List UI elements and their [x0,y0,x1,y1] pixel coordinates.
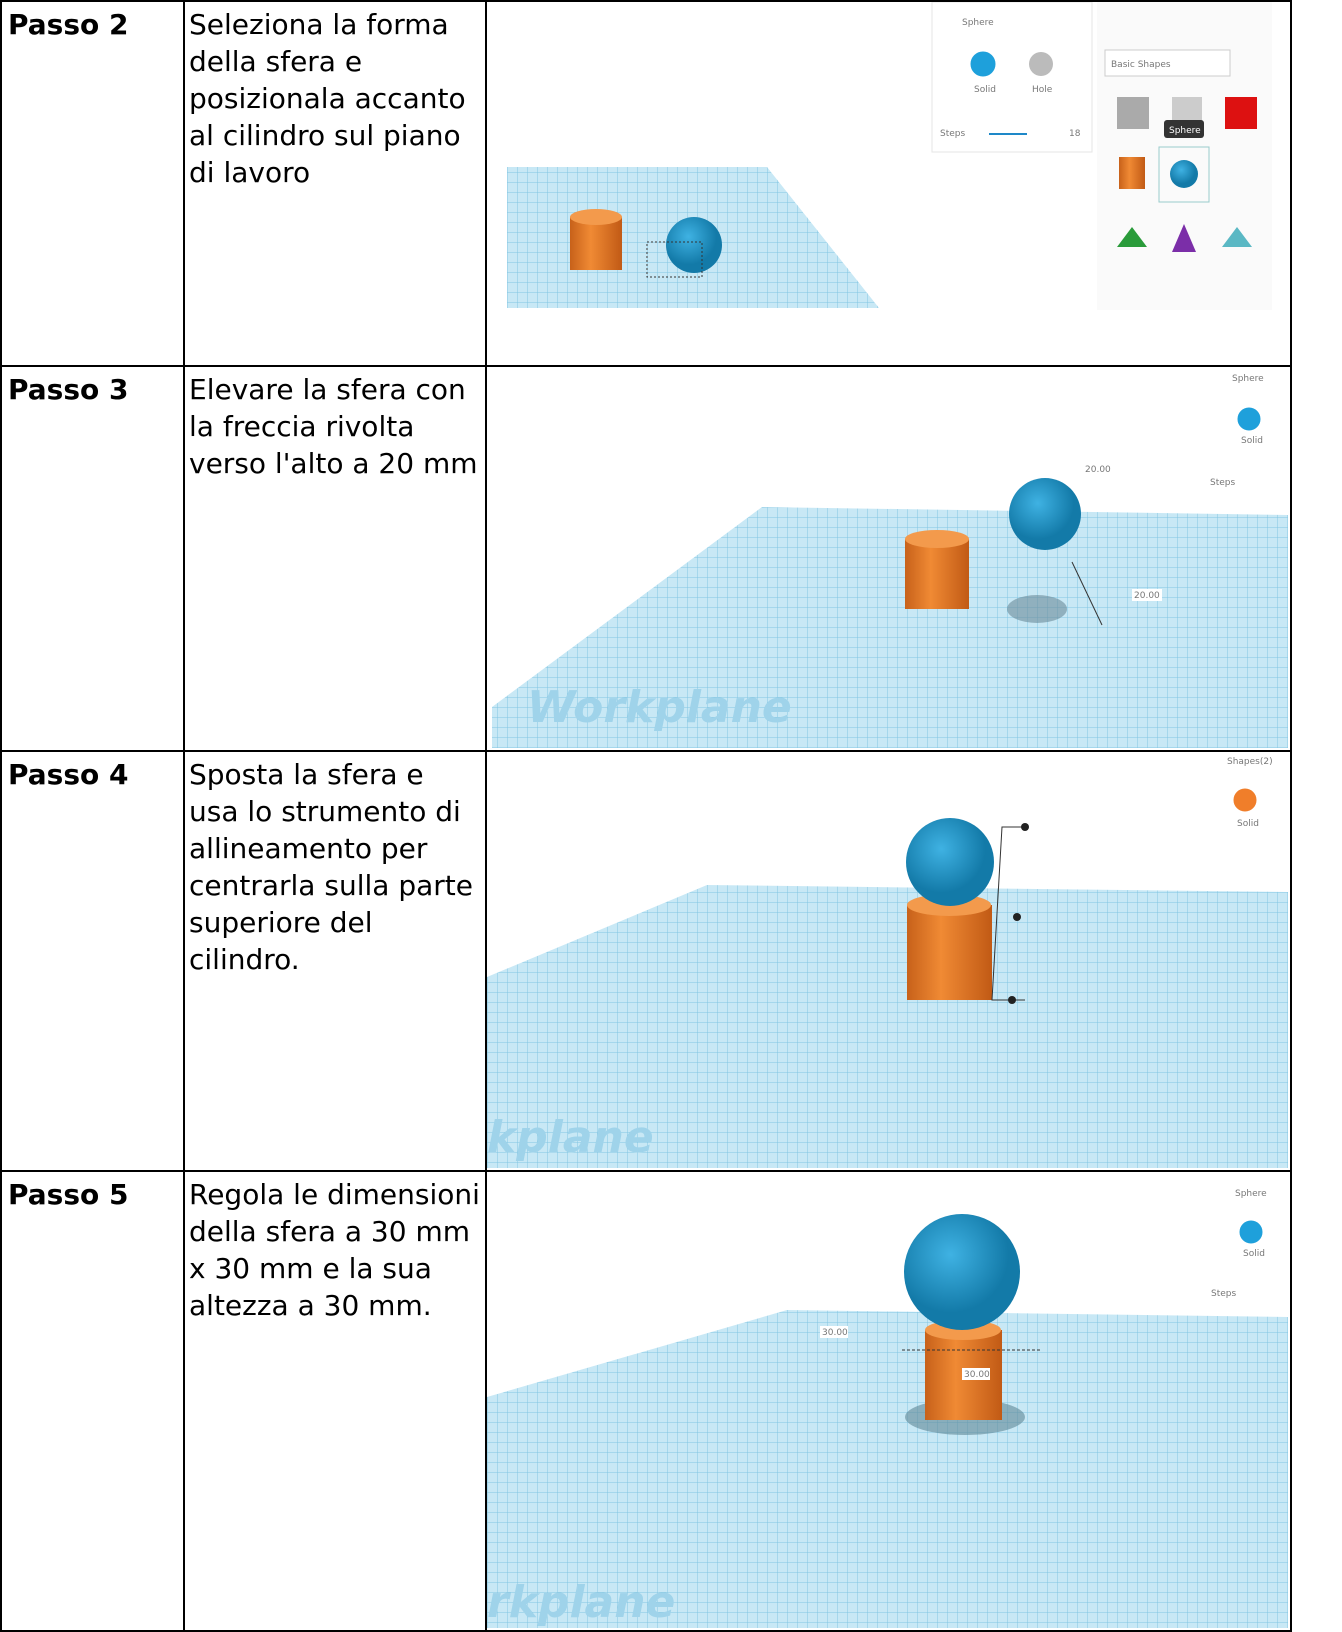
shapes-panel [1097,3,1272,310]
solid-swatch [1234,404,1264,434]
width-label: 30.00 [822,1328,848,1338]
shape-box [1117,97,1149,129]
step-label: Passo 5 [0,1170,185,1632]
sphere [904,1214,1020,1330]
screenshot: rkplane 30.00 30.00 Sphere Solid Steps [487,1173,1288,1628]
solid-label: Solid [974,85,996,95]
screenshot: Workplane 20.00 20.00 Sphere Solid Steps [492,368,1288,748]
steps-label: Steps [940,129,965,139]
panel-title: Sphere [1232,374,1264,384]
step-label: Passo 2 [0,0,185,367]
hole-label: Hole [1032,85,1053,95]
solid-label: Solid [1241,436,1263,446]
sphere [1009,478,1081,550]
cylinder-top [905,530,969,548]
screenshot-cell: kplane Shapes(2) Solid [485,750,1292,1172]
cylinder [905,539,969,609]
cylinder [907,905,992,1000]
solid-swatch [967,48,999,80]
shape-roof [1117,227,1147,247]
steps-label: Steps [1211,1289,1236,1299]
panel-title: Sphere [1235,1189,1267,1199]
label-box [1132,589,1162,601]
shape-half [1222,227,1252,247]
panel-title: Sphere [962,18,994,28]
solid-label: Solid [1237,819,1259,829]
sphere [666,217,722,273]
workplane-label: rkplane [487,1577,675,1628]
elevation-label: 20.00 [1134,591,1160,601]
shape-sphere [1170,160,1198,188]
instruction: Seleziona la forma della sfera e posizio… [183,0,487,367]
steps-table: Passo 2 Seleziona la forma della sfera e… [0,0,1292,1632]
library-label: Basic Shapes [1111,60,1171,70]
hole-swatch [1029,52,1053,76]
shape-cyl [1119,157,1145,189]
label-box [1082,463,1112,475]
label-box [962,1368,990,1380]
align-handle [1008,996,1016,1004]
cylinder [570,217,622,270]
align-handle [1021,823,1029,831]
shape-red [1225,97,1257,129]
screenshot: kplane Shapes(2) Solid [487,753,1288,1168]
steps-value: 18 [1069,129,1081,139]
tooltip-label: Sphere [1169,126,1201,136]
shape-cone [1172,224,1196,252]
inspector-panel [931,3,1093,153]
selection-box [646,241,703,278]
align-handle [1013,913,1021,921]
screenshot: Sphere Solid Hole Steps 18 Basic Shapes … [507,3,1272,310]
shadow [1007,595,1067,623]
workplane [488,885,1288,1168]
screenshot-cell: Sphere Solid Hole Steps 18 Basic Shapes … [485,0,1292,367]
step-label: Passo 4 [0,750,185,1172]
instruction: Regola le dimensioni della sfera a 30 mm… [183,1170,487,1632]
height-label: 30.00 [964,1370,990,1380]
cylinder-top [570,209,622,225]
workplane [492,507,1288,748]
panel-title: Shapes(2) [1227,757,1273,767]
workplane-label: Workplane [527,682,792,733]
steps-label: Steps [1210,478,1235,488]
screenshot-cell: Workplane 20.00 20.00 Sphere Solid Steps [485,365,1292,752]
instruction: Elevare la sfera con la freccia rivolta … [183,365,487,752]
screenshot-cell: rkplane 30.00 30.00 Sphere Solid Steps [485,1170,1292,1632]
instruction: Sposta la sfera e usa lo strumento di al… [183,750,487,1172]
workplane-label: kplane [487,1112,654,1163]
solid-swatch [1236,1217,1266,1247]
library-select [1104,49,1231,77]
label-box [820,1326,848,1338]
workplane [488,1310,1288,1628]
step-label: Passo 3 [0,365,185,752]
tooltip [1164,120,1204,138]
dimension-line [1071,561,1103,626]
height-label: 20.00 [1085,465,1111,475]
solid-label: Solid [1243,1249,1265,1259]
sphere [906,818,994,906]
solid-swatch [1230,785,1260,815]
shape-select [1158,146,1210,203]
